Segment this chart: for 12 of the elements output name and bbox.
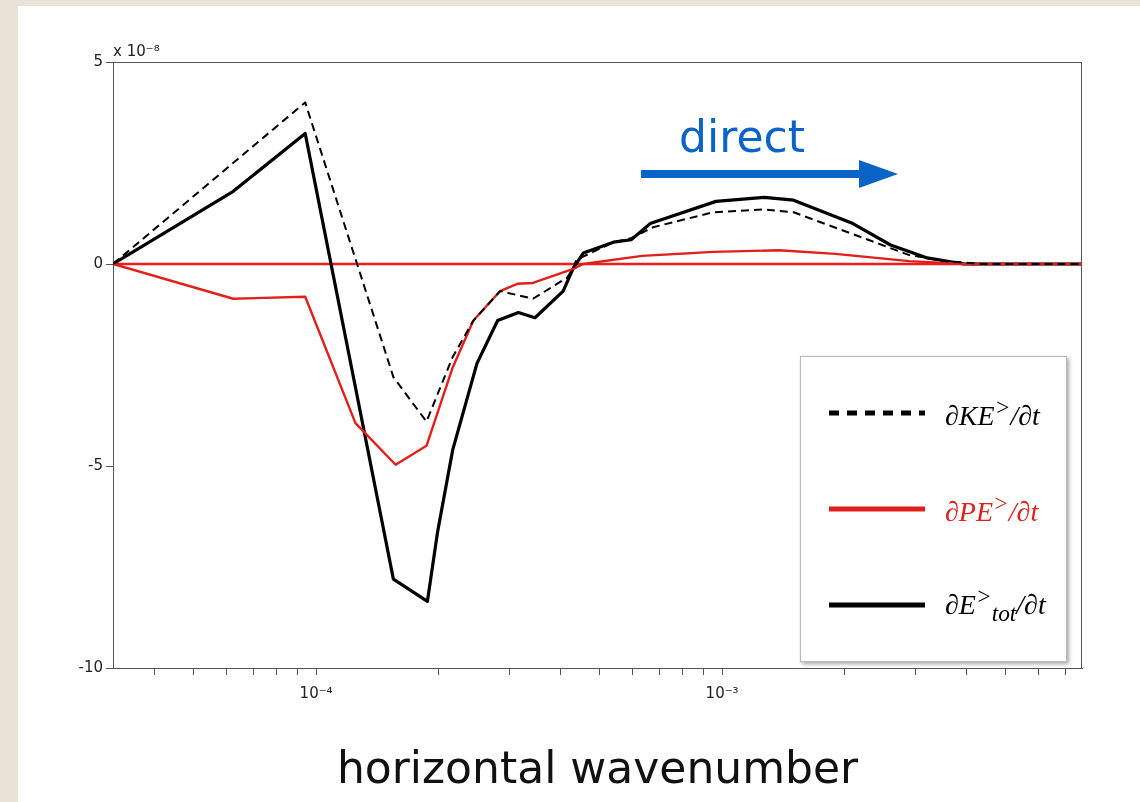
annotation: direct <box>679 111 805 162</box>
legend-label: ∂E$^{>}$$_{tot}$/∂t <box>945 583 1046 627</box>
x-tick-label: 10⁻⁴ <box>299 683 333 702</box>
y-tick-label: 5 <box>93 51 103 70</box>
y-tick-label: 0 <box>93 253 103 272</box>
legend-label: ∂KE$^{>}$/∂t <box>945 393 1040 433</box>
x-tick-label: 10⁻³ <box>705 683 739 702</box>
y-tick-label: -5 <box>88 455 103 474</box>
y-tick-label: -10 <box>78 657 103 676</box>
x-axis-title: horizontal wavenumber <box>336 742 860 794</box>
legend-label: ∂PE$^{>}$/∂t <box>945 489 1039 529</box>
text: x 10⁻⁸ <box>113 42 160 61</box>
